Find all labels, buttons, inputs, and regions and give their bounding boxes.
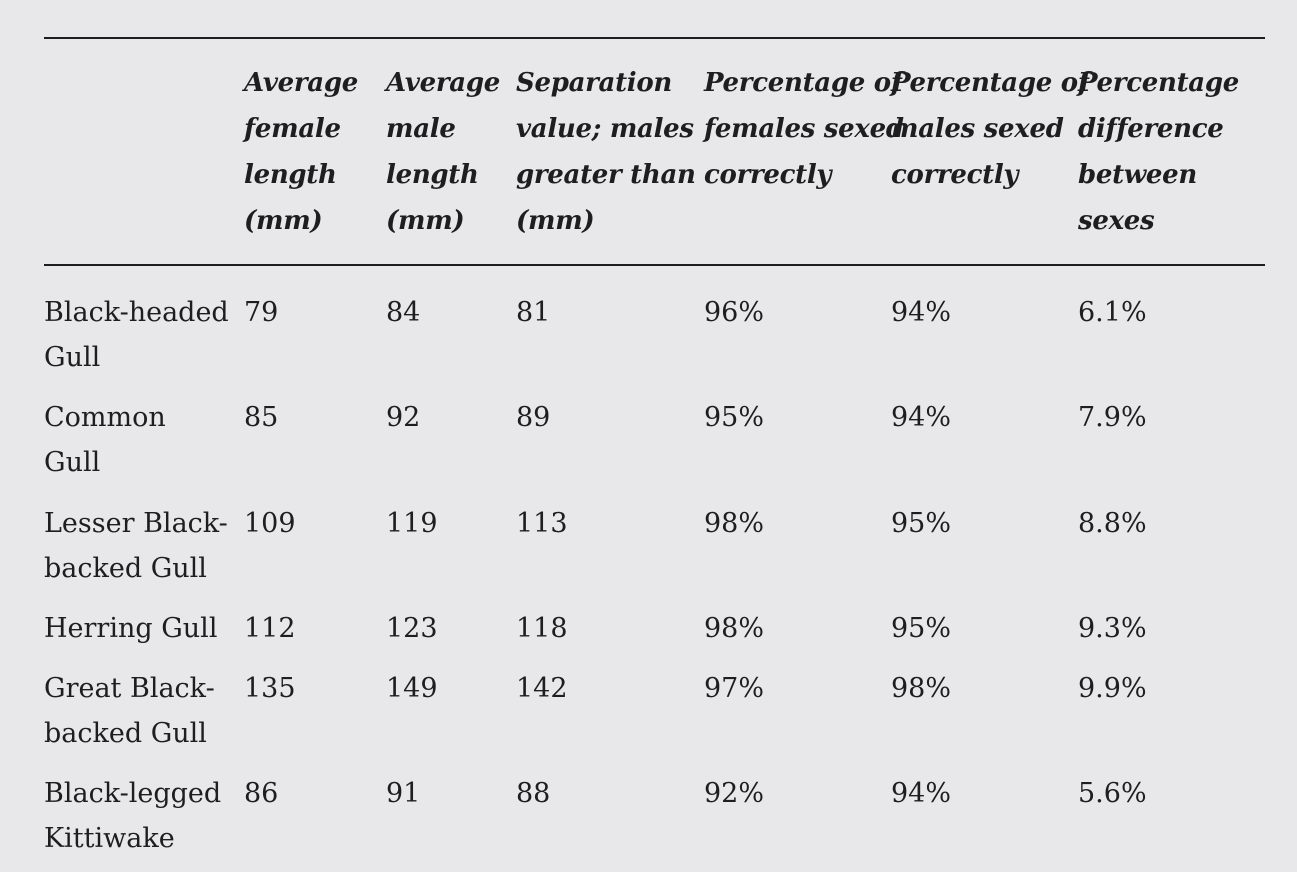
header-percentage-difference: Percentage difference between sexes	[1078, 68, 1239, 236]
species-name: Black-legged Kittiwake	[44, 778, 222, 854]
header-average-male-length: Average male length (mm)	[386, 68, 500, 236]
males-sexed-correctly: 94%	[891, 778, 952, 809]
average-male-length: 84	[386, 297, 421, 328]
males-sexed-correctly: 94%	[891, 402, 952, 433]
percentage-difference: 5.6%	[1078, 778, 1147, 809]
species-name: Lesser Black- backed Gull	[44, 508, 228, 584]
average-male-length: 119	[386, 508, 438, 539]
females-sexed-correctly: 98%	[704, 613, 765, 644]
percentage-difference: 8.8%	[1078, 508, 1147, 539]
males-sexed-correctly: 95%	[891, 508, 952, 539]
species-name: Great Black- backed Gull	[44, 673, 215, 749]
separation-value: 142	[516, 673, 568, 704]
species-name: Common Gull	[44, 402, 166, 478]
header-divider-rule	[44, 264, 1265, 266]
average-female-length: 85	[244, 402, 279, 433]
males-sexed-correctly: 98%	[891, 673, 952, 704]
percentage-difference: 9.9%	[1078, 673, 1147, 704]
percentage-difference: 6.1%	[1078, 297, 1147, 328]
table-top-rule	[44, 37, 1265, 39]
average-female-length: 79	[244, 297, 279, 328]
average-male-length: 92	[386, 402, 421, 433]
header-average-female-length: Average female length (mm)	[244, 68, 358, 236]
females-sexed-correctly: 95%	[704, 402, 765, 433]
females-sexed-correctly: 96%	[704, 297, 765, 328]
males-sexed-correctly: 95%	[891, 613, 952, 644]
average-female-length: 109	[244, 508, 296, 539]
females-sexed-correctly: 98%	[704, 508, 765, 539]
species-name: Herring Gull	[44, 613, 218, 644]
females-sexed-correctly: 92%	[704, 778, 765, 809]
species-name: Black-headed Gull	[44, 297, 229, 373]
header-males-sexed-correctly: Percentage of males sexed correctly	[891, 68, 1089, 190]
percentage-difference: 9.3%	[1078, 613, 1147, 644]
average-male-length: 123	[386, 613, 438, 644]
separation-value: 88	[516, 778, 551, 809]
header-females-sexed-correctly: Percentage of females sexed correctly	[704, 68, 904, 190]
males-sexed-correctly: 94%	[891, 297, 952, 328]
percentage-difference: 7.9%	[1078, 402, 1147, 433]
average-male-length: 149	[386, 673, 438, 704]
average-male-length: 91	[386, 778, 421, 809]
average-female-length: 112	[244, 613, 296, 644]
average-female-length: 135	[244, 673, 296, 704]
header-separation-value: Separation value; males greater than (mm…	[516, 68, 696, 236]
average-female-length: 86	[244, 778, 279, 809]
females-sexed-correctly: 97%	[704, 673, 765, 704]
separation-value: 89	[516, 402, 551, 433]
separation-value: 113	[516, 508, 568, 539]
separation-value: 81	[516, 297, 551, 328]
separation-value: 118	[516, 613, 568, 644]
